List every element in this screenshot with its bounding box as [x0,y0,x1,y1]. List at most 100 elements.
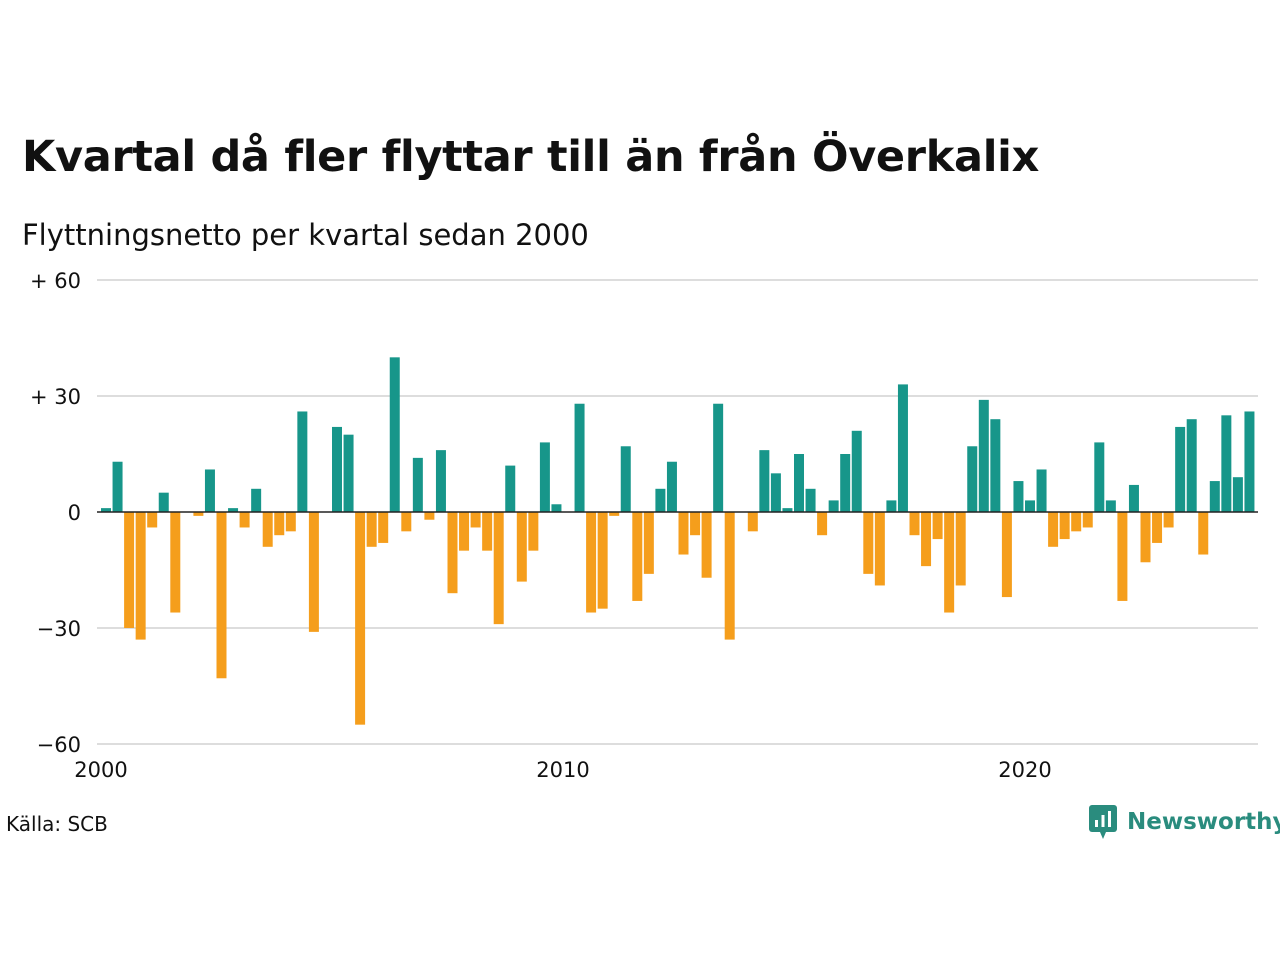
bar [204,469,215,512]
bar [135,512,146,640]
bar [228,508,239,512]
bar [493,512,504,625]
bar [516,512,527,582]
bar [470,512,481,528]
bar [539,442,550,512]
bar [1094,442,1105,512]
bar [1036,469,1047,512]
bar [1128,484,1139,512]
bar [909,512,920,536]
bar [747,512,758,532]
bar [355,512,366,725]
bar [424,512,435,520]
bar [817,512,828,536]
bar [251,488,262,512]
bar [840,454,851,512]
y-tick-label: −30 [37,617,81,641]
bar [1152,512,1163,543]
bar [886,500,897,512]
bar [1244,411,1255,512]
bar [782,508,793,512]
bar [713,403,724,512]
bar [632,512,643,601]
bar [1001,512,1012,598]
bar [1071,512,1082,532]
bar [170,512,181,613]
bar [1105,500,1116,512]
bar [1198,512,1209,555]
bar [666,461,677,512]
bar [1048,512,1059,547]
x-axis-ticks: 2000 2010 2020 [74,758,1051,782]
bar [828,500,839,512]
x-tick-label: 2000 [74,758,127,782]
bar [308,512,319,632]
bar [1025,500,1035,512]
bar [124,512,135,628]
bar [678,512,689,555]
x-tick-label: 2020 [998,758,1051,782]
bar [1221,415,1232,512]
bar [978,399,989,512]
bar [412,457,423,512]
bar [297,411,308,512]
bar [101,508,111,512]
y-tick-label: + 30 [30,385,81,409]
bar [874,512,885,586]
bar [770,473,781,512]
bar [701,512,712,578]
bar [921,512,932,567]
bar [794,454,804,512]
bar [216,512,227,679]
chart-title: Kvartal då fler flyttar till än från Öve… [22,132,1040,182]
bar [435,450,446,512]
bar [655,488,666,512]
bar [285,512,296,532]
bar [897,384,908,512]
bar [262,512,273,547]
bar [1013,481,1024,512]
bar [1175,426,1186,512]
bar [551,504,562,512]
bar [193,512,204,516]
bar [378,512,389,543]
bar [389,357,400,512]
bar [1163,512,1174,528]
bar [112,461,123,512]
bar [586,512,597,613]
bar [609,512,620,516]
brand-name: Newsworthy [1127,809,1280,835]
bar [620,446,631,512]
bar [1140,512,1151,563]
bar [944,512,955,613]
bar [274,512,285,536]
bar [528,512,539,551]
bar [505,465,516,512]
y-tick-label: −60 [37,733,81,757]
bar [932,512,943,540]
grid-lines [97,279,1258,745]
y-tick-label: 0 [68,501,81,525]
bar [990,419,1001,512]
bar [1186,419,1197,512]
bar [643,512,654,574]
bar [759,450,770,512]
bar [343,434,354,512]
x-tick-label: 2010 [536,758,589,782]
source-label: Källa: SCB [6,812,108,836]
bar [482,512,493,551]
bar [401,512,412,532]
bar [851,430,862,512]
bar [332,426,342,512]
bar [147,512,158,528]
chart-subtitle: Flyttningsnetto per kvartal sedan 2000 [22,218,589,252]
bar [1209,481,1220,512]
bar [574,403,585,512]
bar [597,512,608,609]
bar [459,512,470,551]
bars [97,357,1258,725]
y-axis-ticks: + 60 + 30 0 −30 −60 [30,269,81,757]
bar [158,492,169,512]
bar [967,446,978,512]
